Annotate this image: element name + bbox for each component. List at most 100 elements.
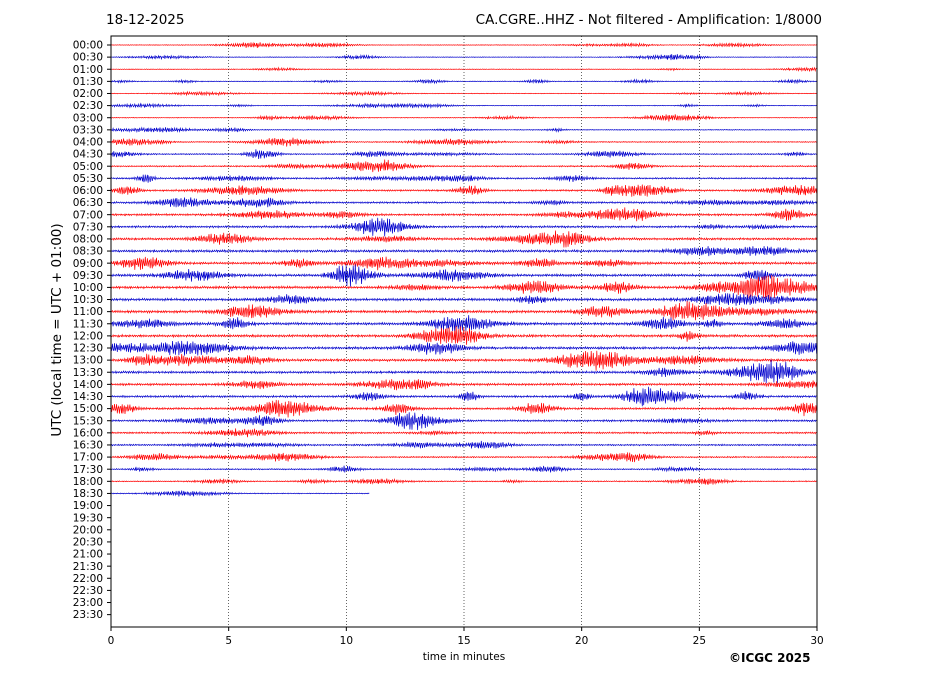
y-tick-label: 14:30	[73, 391, 103, 403]
y-tick-label: 16:30	[73, 440, 103, 452]
trace-row	[110, 197, 817, 208]
x-axis-ticks: 0 5 10 15 20 25 30	[108, 627, 824, 647]
y-axis-ticks: 00:0000:3001:0001:3002:0002:3003:0003:30…	[73, 40, 111, 621]
trace-row	[110, 412, 817, 431]
trace-row	[110, 440, 817, 450]
y-tick-label: 02:00	[73, 88, 103, 100]
trace-row	[110, 350, 817, 371]
trace-row	[110, 315, 817, 332]
trace-row	[110, 149, 817, 159]
y-tick-label: 05:30	[73, 173, 103, 185]
y-tick-label: 19:00	[73, 500, 103, 512]
y-tick-label: 02:30	[73, 100, 103, 112]
y-tick-label: 12:30	[73, 343, 103, 355]
copyright-label: ©ICGC 2025	[729, 651, 811, 665]
trace-row	[110, 102, 817, 109]
trace-row	[110, 207, 817, 222]
y-axis-label: UTC (local time = UTC + 01:00)	[49, 223, 65, 437]
trace-row	[110, 90, 817, 97]
trace-row	[110, 275, 817, 301]
y-tick-label: 09:30	[73, 270, 103, 282]
y-tick-label: 08:00	[73, 234, 103, 246]
y-tick-label: 03:30	[73, 124, 103, 136]
trace-row	[110, 41, 817, 49]
trace-row	[110, 137, 817, 147]
y-tick-label: 01:00	[73, 64, 103, 76]
trace-row	[110, 490, 370, 497]
y-tick-label: 07:30	[73, 221, 103, 233]
y-tick-label: 12:00	[73, 330, 103, 342]
y-tick-label: 17:00	[73, 452, 103, 464]
trace-row	[110, 246, 817, 257]
trace-row	[110, 465, 817, 473]
y-tick-label: 11:00	[73, 306, 103, 318]
y-tick-label: 20:30	[73, 537, 103, 549]
y-tick-label: 06:30	[73, 197, 103, 209]
x-tick-label: 5	[225, 635, 232, 647]
y-tick-label: 18:30	[73, 488, 103, 500]
x-tick-label: 10	[340, 635, 353, 647]
x-tick-label: 25	[693, 635, 706, 647]
y-tick-label: 23:30	[73, 609, 103, 621]
trace-row	[110, 53, 817, 61]
x-axis-label: time in minutes	[422, 651, 506, 663]
trace-row	[110, 159, 817, 173]
trace-row	[110, 359, 817, 384]
trace-row	[110, 66, 817, 72]
y-tick-label: 01:30	[73, 76, 103, 88]
y-tick-label: 04:30	[73, 149, 103, 161]
y-tick-label: 17:30	[73, 464, 103, 476]
y-tick-label: 16:00	[73, 427, 103, 439]
x-tick-label: 20	[575, 635, 588, 647]
trace-row	[110, 452, 817, 463]
trace-row	[110, 379, 817, 391]
y-tick-label: 10:30	[73, 294, 103, 306]
trace-row	[110, 217, 817, 237]
y-tick-label: 00:00	[73, 40, 103, 52]
trace-row	[110, 399, 817, 418]
y-tick-label: 08:30	[73, 246, 103, 258]
trace-row	[110, 293, 817, 306]
date-label: 18-12-2025	[106, 12, 185, 28]
y-tick-label: 09:00	[73, 258, 103, 270]
y-tick-label: 23:00	[73, 597, 103, 609]
trace-row	[110, 174, 817, 183]
y-tick-label: 11:30	[73, 318, 103, 330]
y-tick-label: 13:00	[73, 355, 103, 367]
vertical-gridlines	[228, 36, 700, 627]
y-tick-label: 14:00	[73, 379, 103, 391]
trace-row	[110, 386, 817, 407]
y-tick-label: 06:00	[73, 185, 103, 197]
y-tick-label: 15:00	[73, 403, 103, 415]
seismic-traces	[110, 41, 817, 497]
trace-row	[110, 477, 817, 486]
x-tick-label: 15	[457, 635, 470, 647]
y-tick-label: 21:00	[73, 549, 103, 561]
trace-row	[110, 78, 817, 85]
y-tick-label: 18:00	[73, 476, 103, 488]
trace-row	[110, 230, 817, 248]
trace-row	[110, 264, 817, 287]
y-tick-label: 15:30	[73, 415, 103, 427]
trace-row	[110, 126, 817, 134]
y-tick-label: 13:30	[73, 367, 103, 379]
trace-row	[110, 256, 817, 271]
y-tick-label: 20:00	[73, 524, 103, 536]
trace-row	[110, 428, 817, 438]
trace-row	[110, 114, 817, 122]
y-tick-label: 03:00	[73, 112, 103, 124]
trace-row	[110, 340, 817, 356]
trace-row	[110, 326, 817, 345]
y-tick-label: 22:30	[73, 585, 103, 597]
y-tick-label: 07:00	[73, 209, 103, 221]
y-tick-label: 04:00	[73, 137, 103, 149]
station-title: CA.CGRE..HHZ - Not filtered - Amplificat…	[475, 12, 822, 28]
trace-row	[110, 300, 817, 321]
y-tick-label: 21:30	[73, 561, 103, 573]
y-tick-label: 22:00	[73, 573, 103, 585]
y-tick-label: 10:00	[73, 282, 103, 294]
x-tick-label: 30	[810, 635, 823, 647]
y-tick-label: 19:30	[73, 512, 103, 524]
trace-row	[110, 184, 817, 197]
